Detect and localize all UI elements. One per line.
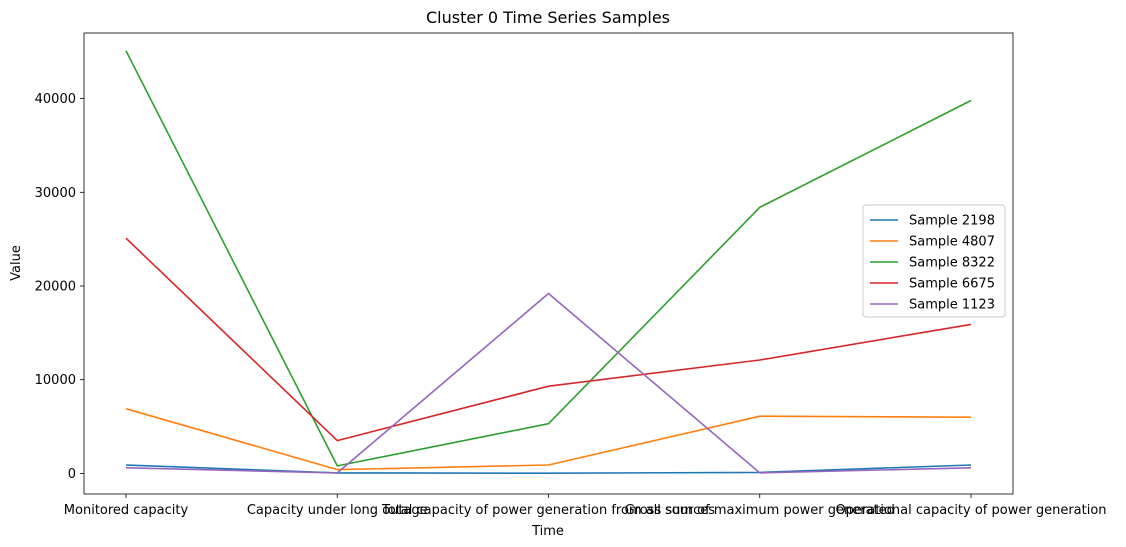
y-axis-ticks: 0 10000 20000 30000 40000 — [35, 92, 84, 482]
y-tick-label: 20000 — [35, 279, 76, 294]
y-tick-label: 40000 — [35, 92, 76, 107]
legend: Sample 2198 Sample 4807 Sample 8322 Sample … — [862, 204, 1006, 318]
y-axis-label: Value — [9, 245, 24, 281]
series-line-0 — [125, 464, 972, 475]
chart-title: Cluster 0 Time Series Samples — [426, 8, 670, 27]
legend-label-0: Sample 2198 — [909, 214, 995, 229]
legend-label-1: Sample 4807 — [909, 235, 995, 250]
x-tick-label: Operational capacity of power generation — [835, 503, 1106, 518]
legend-frame — [862, 204, 1006, 318]
x-tick-label: Monitored capacity — [64, 503, 189, 518]
series-line-2 — [125, 50, 972, 467]
legend-label-3: Sample 6675 — [909, 277, 995, 292]
x-axis-label: Time — [531, 524, 564, 539]
series-line-3 — [125, 237, 972, 442]
y-tick-label: 10000 — [35, 373, 76, 388]
series-line-1 — [125, 407, 972, 471]
legend-label-4: Sample 1123 — [909, 298, 995, 313]
series-line-4 — [125, 292, 972, 474]
x-tick-label: Gross sum of maximum power generated — [625, 503, 895, 518]
x-tick-label: Total capacity of power generation from … — [381, 503, 715, 518]
x-tick-label: Capacity under long outage — [247, 503, 428, 518]
series-lines — [125, 50, 972, 475]
x-axis-ticks: Monitored capacity Capacity under long ou… — [64, 494, 1107, 518]
y-tick-label: 30000 — [35, 186, 76, 201]
y-tick-label: 0 — [68, 467, 76, 482]
legend-label-2: Sample 8322 — [909, 256, 995, 271]
